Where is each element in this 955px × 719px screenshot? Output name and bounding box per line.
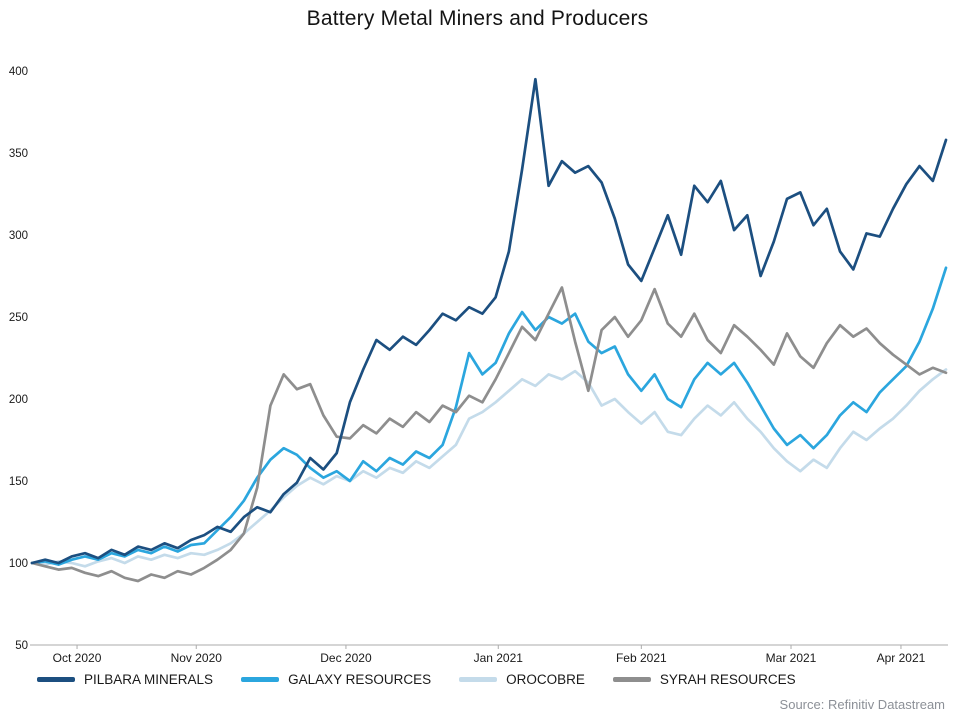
legend-item-pilbara-minerals: PILBARA MINERALS xyxy=(37,672,213,687)
y-axis-label: 300 xyxy=(9,230,28,242)
legend-label-pilbara-minerals: PILBARA MINERALS xyxy=(84,672,214,687)
legend-item-orocobre: OROCOBRE xyxy=(459,672,585,687)
x-axis-label: Jan 2021 xyxy=(474,651,524,665)
x-axis-label: Nov 2020 xyxy=(171,651,223,665)
y-axis-label: 100 xyxy=(9,558,28,570)
y-axis-label: 400 xyxy=(9,66,28,78)
x-axis-label: Oct 2020 xyxy=(53,651,102,665)
y-axis-label: 250 xyxy=(9,312,28,324)
x-axis-label: Dec 2020 xyxy=(320,651,372,665)
legend-item-syrah-resources: SYRAH RESOURCES xyxy=(612,672,796,687)
y-axis-label: 150 xyxy=(9,476,28,488)
series-line-pilbara-minerals xyxy=(30,77,948,565)
legend-swatch-syrah-resources xyxy=(612,677,651,682)
series-line-orocobre xyxy=(30,368,948,568)
y-axis-label: 50 xyxy=(15,640,28,652)
legend-label-orocobre: OROCOBRE xyxy=(506,672,585,687)
legend-label-syrah-resources: SYRAH RESOURCES xyxy=(659,672,796,687)
legend-swatch-orocobre xyxy=(459,677,498,682)
legend-item-galaxy-resources: GALAXY RESOURCES xyxy=(241,672,431,687)
chart-plot-area: 50 100 150 200 250 300 350 400 Oct 2020 Nov 2020 D… xyxy=(9,66,948,665)
source-note: Source: Refinitiv Datastream xyxy=(779,697,945,712)
legend-swatch-galaxy-resources xyxy=(241,677,280,682)
legend-swatch-pilbara-minerals xyxy=(37,677,75,682)
legend-label-galaxy-resources: GALAXY RESOURCES xyxy=(288,672,432,687)
series-line-syrah-resources xyxy=(30,286,948,583)
x-axis-label: Feb 2021 xyxy=(616,651,667,665)
chart-legend: PILBARA MINERALS GALAXY RESOURCES OROCOBRE… xyxy=(37,672,796,687)
series-line-galaxy-resources xyxy=(30,266,948,566)
y-axis-label: 350 xyxy=(9,148,28,160)
x-axis-label: Apr 2021 xyxy=(877,651,926,665)
y-axis-label: 200 xyxy=(9,394,28,406)
chart-title: Battery Metal Miners and Producers xyxy=(306,7,649,30)
x-axis-label: Mar 2021 xyxy=(766,651,817,665)
